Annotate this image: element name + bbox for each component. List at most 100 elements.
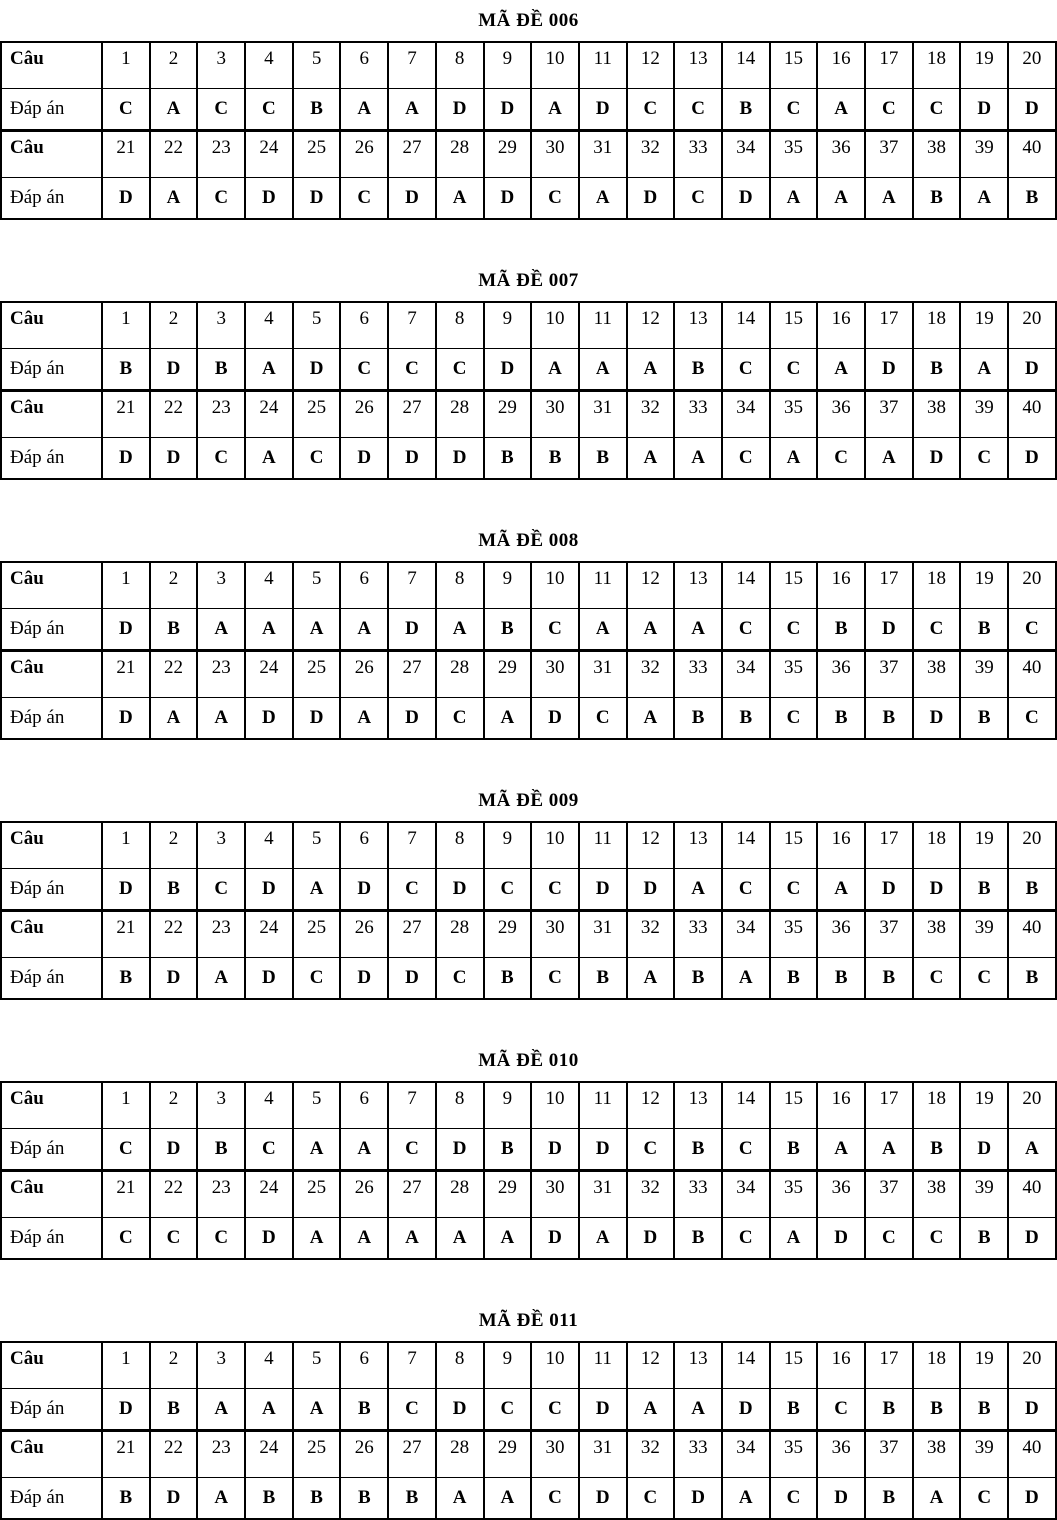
answer-cell: B [816, 957, 865, 999]
question-number-cell: 23 [196, 909, 246, 958]
question-number-cell: 14 [720, 562, 770, 609]
answer-cell: A [244, 348, 293, 391]
question-number-cell: 6 [339, 1082, 389, 1129]
answer-cell: B [482, 1128, 532, 1171]
question-number-cell: 8 [434, 42, 484, 89]
answer-cell: A [148, 177, 198, 219]
answer-cell: A [720, 1477, 770, 1519]
question-number-cell: 17 [864, 302, 913, 349]
question-number-cell: 22 [148, 129, 198, 178]
answer-cell: C [720, 348, 770, 391]
question-number-cell: 24 [244, 1169, 293, 1218]
question-number-cell: 30 [530, 389, 579, 438]
table-title: MÃ ĐỀ 006 [478, 10, 579, 31]
answer-cell: A [864, 437, 913, 479]
question-number-cell: 33 [673, 649, 722, 698]
answer-cell: D [720, 177, 770, 219]
answer-cell: B [482, 608, 532, 651]
question-number-row: Câu 1 2 3 4 5 6 7 8 9 10 11 12 13 14 15 16 17 18 19 20 [1, 562, 1056, 609]
question-number-cell: 25 [291, 389, 341, 438]
answer-cell: D [101, 697, 150, 739]
answer-cell: D [101, 608, 150, 651]
answer-row: Đáp án B D A B B B B A A C D C D A C D B A C D [1, 1477, 1056, 1519]
row-label-dap-an: Đáp án [1, 957, 102, 999]
answer-cell: A [673, 437, 722, 479]
question-number-row: Câu 21 22 23 24 25 26 27 28 29 30 31 32 33 34 35 36 37 38 3… [1, 129, 1056, 178]
question-number-cell: 22 [148, 909, 198, 958]
answer-cell: C [196, 437, 246, 479]
answer-cell: B [291, 1477, 341, 1519]
question-number-cell: 34 [720, 129, 770, 178]
answer-cell: C [530, 177, 579, 219]
question-number-cell: 39 [959, 1429, 1009, 1478]
answer-cell: D [577, 88, 627, 131]
answer-key-block: MÃ ĐỀ 008 Câu 1 2 3 4 5 6 7 8 9 10 11 12 13 14 15 16 17 18… [0, 530, 1057, 740]
question-number-cell: 24 [244, 649, 293, 698]
answer-table: Câu 1 2 3 4 5 6 7 8 9 10 11 12 13 14 15 16 17 18 19 20 Đáp án… [0, 41, 1057, 220]
question-number-cell: 7 [387, 42, 436, 89]
answer-table: Câu 1 2 3 4 5 6 7 8 9 10 11 12 13 14 15 16 17 18 19 20 Đáp án… [0, 561, 1057, 740]
answer-key-block: MÃ ĐỀ 006 Câu 1 2 3 4 5 6 7 8 9 10 11 12 13 14 15 16 17 18… [0, 10, 1057, 220]
answer-cell: D [864, 608, 913, 651]
answer-table: Câu 1 2 3 4 5 6 7 8 9 10 11 12 13 14 15 16 17 18 19 20 Đáp án… [0, 301, 1057, 480]
answer-row: Đáp án C D B C A A C D B D D C B C B A A B D A [1, 1128, 1056, 1171]
question-number-cell: 20 [1007, 1082, 1056, 1129]
question-number-cell: 20 [1007, 562, 1056, 609]
question-number-row: Câu 1 2 3 4 5 6 7 8 9 10 11 12 13 14 15 16 17 18 19 20 [1, 42, 1056, 89]
question-number-cell: 36 [816, 1169, 865, 1218]
question-number-cell: 12 [625, 822, 675, 869]
question-number-cell: 3 [196, 302, 246, 349]
answer-cell: B [959, 697, 1009, 739]
question-number-cell: 7 [387, 1082, 436, 1129]
answer-cell: D [864, 868, 913, 911]
question-number-cell: 12 [625, 302, 675, 349]
answer-cell: C [911, 608, 961, 651]
answer-cell: D [530, 1217, 579, 1259]
answer-cell: D [291, 697, 341, 739]
question-number-cell: 19 [959, 822, 1009, 869]
question-number-cell: 37 [864, 1169, 913, 1218]
answer-row: Đáp án C A C C B A A D D A D C C B C A C C D D [1, 88, 1056, 131]
answer-cell: D [291, 348, 341, 391]
row-label-cau: Câu [10, 48, 44, 69]
table-title: MÃ ĐỀ 010 [478, 1050, 579, 1071]
answer-cell: A [339, 1217, 389, 1259]
answer-cell: D [625, 177, 675, 219]
question-number-cell: 33 [673, 909, 722, 958]
question-number-cell: 17 [864, 822, 913, 869]
answer-cell: B [864, 697, 913, 739]
question-number-cell: 9 [482, 822, 532, 869]
row-label-dap-an: Đáp án [1, 1217, 102, 1259]
answer-cell: C [148, 1217, 198, 1259]
answer-cell: A [434, 1477, 484, 1519]
answer-row: Đáp án D A C D D C D A D C A D C D A A A B A B [1, 177, 1056, 219]
question-number-cell: 17 [864, 1082, 913, 1129]
question-number-cell: 27 [387, 129, 436, 178]
answer-cell: B [530, 437, 579, 479]
answer-cell: D [1007, 88, 1056, 131]
question-number-cell: 19 [959, 302, 1009, 349]
answer-cell: C [434, 957, 484, 999]
question-number-cell: 26 [339, 909, 389, 958]
question-number-cell: 20 [1007, 822, 1056, 869]
question-number-cell: 8 [434, 302, 484, 349]
answer-cell: D [434, 88, 484, 131]
answer-cell: B [720, 88, 770, 131]
row-label-cau: Câu [1, 1429, 102, 1478]
answer-cell: A [434, 608, 484, 651]
question-number-cell: 15 [768, 822, 818, 869]
answer-cell: D [244, 697, 293, 739]
question-number-cell: 25 [291, 909, 341, 958]
question-number-cell: 33 [673, 1429, 722, 1478]
answer-cell: C [720, 437, 770, 479]
answer-cell: D [148, 437, 198, 479]
answer-cell: B [339, 1477, 389, 1519]
answer-cell: D [577, 1388, 627, 1431]
question-number-cell: 5 [291, 822, 341, 869]
answer-cell: B [196, 348, 246, 391]
answer-cell: D [101, 177, 150, 219]
question-number-cell: 9 [482, 302, 532, 349]
question-number-cell: 14 [720, 42, 770, 89]
answer-cell: C [720, 1128, 770, 1171]
question-number-cell: 14 [720, 1342, 770, 1389]
